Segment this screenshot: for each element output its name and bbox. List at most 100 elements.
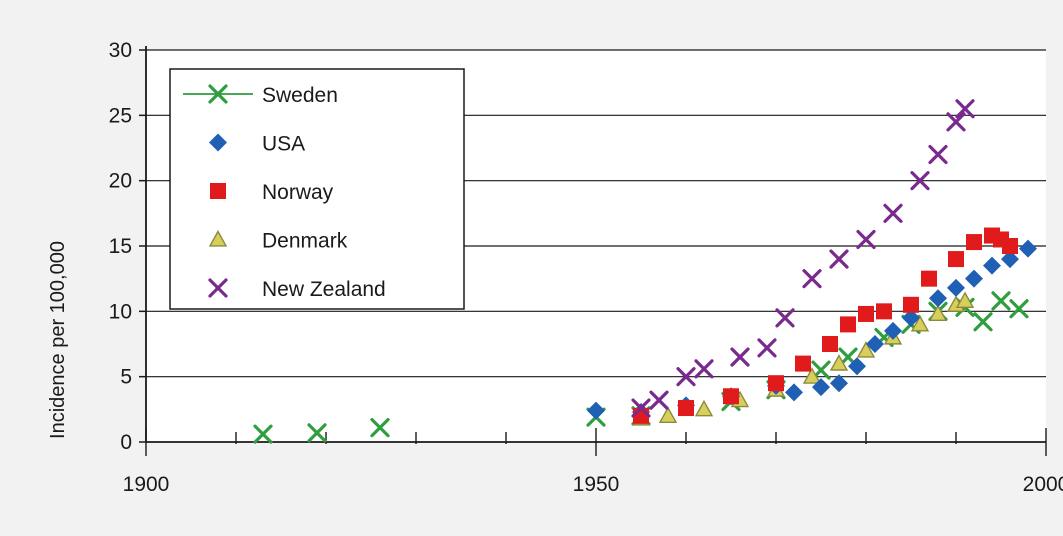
legend-item-denmark: Denmark: [208, 230, 348, 253]
denmark-point-5: [802, 367, 822, 384]
new-zealand-point-5-stroke-b: [757, 338, 777, 358]
sweden-point-15-stroke-b: [1009, 299, 1029, 319]
norway-point-3: [768, 375, 784, 392]
new-zealand-point-10-stroke-b: [883, 203, 903, 223]
y-axis-title: Incidence per 100,000: [47, 241, 69, 439]
x-tick-label: 1900: [123, 473, 170, 496]
legend-item-usa: USA: [209, 133, 305, 156]
legend-label-new-zealand: New Zealand: [262, 278, 386, 301]
new-zealand-point-4: [730, 347, 750, 367]
data-marks: [253, 99, 1037, 444]
usa-point-17: [1019, 239, 1037, 258]
series-denmark: [631, 291, 975, 426]
legend-item-new-zealand: New Zealand: [208, 278, 386, 301]
usa-point-10: [884, 321, 902, 340]
new-zealand-point-1-stroke-b: [649, 390, 669, 410]
y-tick-label: 5: [120, 366, 132, 389]
sweden-point-15: [1009, 299, 1029, 319]
norway-point-5: [822, 336, 838, 352]
usa-point-9: [866, 335, 884, 353]
new-zealand-point-0: [631, 398, 651, 418]
norway-point-6: [840, 316, 856, 333]
sweden-point-14: [991, 291, 1011, 311]
sweden-point-13-stroke-b: [973, 312, 993, 332]
new-zealand-point-5: [757, 338, 777, 358]
series-new-zealand: [631, 99, 975, 418]
sweden-point-14-stroke-b: [991, 291, 1011, 311]
tick-labels: 0 5 10 15 20 25 30 1900 1950 2000: [109, 39, 1063, 496]
y-tick-label: 0: [120, 431, 132, 454]
legend-marker-new-zealand-stroke-b: [208, 278, 228, 298]
usa-point-16: [1001, 250, 1019, 269]
new-zealand-point-12: [928, 144, 948, 165]
series-norway: [633, 227, 1018, 424]
usa-point-6: [812, 378, 830, 397]
new-zealand-point-2: [676, 367, 696, 387]
sweden-point-1: [307, 423, 327, 443]
norway-point-11: [948, 251, 964, 268]
sweden-point-2-stroke-b: [370, 418, 390, 438]
denmark-point-9: [910, 314, 930, 332]
x-tick-label: 1950: [573, 473, 620, 496]
sweden-point-0: [253, 424, 273, 444]
new-zealand-point-2-stroke-b: [676, 367, 696, 387]
norway-point-8: [876, 303, 892, 320]
denmark-point-2: [694, 399, 714, 417]
norway-point-15: [1002, 238, 1018, 254]
usa-point-8: [848, 357, 866, 376]
y-tick-label: 25: [109, 104, 132, 127]
usa-point-13: [947, 278, 965, 297]
legend-label-denmark: Denmark: [262, 230, 348, 253]
norway-point-2: [723, 388, 739, 405]
legend-marker-sweden: [208, 84, 228, 104]
legend-item-sweden: Sweden: [183, 84, 338, 107]
norway-point-1: [678, 400, 694, 417]
legend-marker-sweden-stroke-b: [208, 84, 228, 104]
sweden-point-1-stroke-b: [307, 423, 327, 443]
new-zealand-point-11: [910, 171, 930, 191]
legend-marker-usa: [209, 133, 227, 152]
new-zealand-point-11-stroke-b: [910, 171, 930, 191]
denmark-point-12: [955, 291, 975, 308]
y-tick-label: 30: [109, 39, 132, 62]
new-zealand-point-3-stroke-b: [694, 359, 714, 379]
legend-item-norway: Norway: [210, 181, 334, 204]
new-zealand-point-7-stroke-b: [802, 269, 822, 289]
new-zealand-point-13: [946, 112, 966, 132]
new-zealand-point-9-stroke-b: [856, 229, 876, 250]
denmark-point-7: [856, 341, 876, 358]
new-zealand-point-14: [955, 99, 975, 119]
denmark-point-6: [829, 354, 849, 371]
legend-marker-norway: [210, 183, 226, 199]
new-zealand-point-9: [856, 229, 876, 250]
legend-label-norway: Norway: [262, 181, 334, 204]
y-tick-label: 10: [109, 300, 132, 323]
new-zealand-point-4-stroke-b: [730, 347, 750, 367]
sweden-point-0-stroke-b: [253, 424, 273, 444]
new-zealand-point-6: [775, 308, 795, 328]
legend-label-usa: USA: [262, 133, 305, 156]
y-tick-label: 20: [109, 170, 132, 193]
usa-point-12: [929, 289, 947, 308]
legend-label-sweden: Sweden: [262, 84, 338, 107]
norway-point-4: [795, 355, 811, 372]
new-zealand-point-12-stroke-b: [928, 144, 948, 165]
norway-point-10: [921, 270, 937, 287]
sweden-point-13: [973, 312, 993, 332]
new-zealand-point-8-stroke-b: [829, 249, 849, 269]
norway-point-12: [966, 234, 982, 251]
new-zealand-point-13-stroke-b: [946, 112, 966, 132]
legend-marker-new-zealand: [208, 278, 228, 298]
new-zealand-point-10: [883, 203, 903, 223]
new-zealand-point-6-stroke-b: [775, 308, 795, 328]
denmark-point-10: [928, 304, 948, 322]
new-zealand-point-0-stroke-b: [631, 398, 651, 418]
sweden-point-2: [370, 418, 390, 438]
new-zealand-point-1: [649, 390, 669, 410]
usa-point-7: [830, 374, 848, 393]
legend: Sweden USA Norway Denmark New Zealand: [169, 68, 465, 310]
usa-point-11: [902, 308, 920, 327]
x-tick-label: 2000: [1023, 473, 1063, 496]
